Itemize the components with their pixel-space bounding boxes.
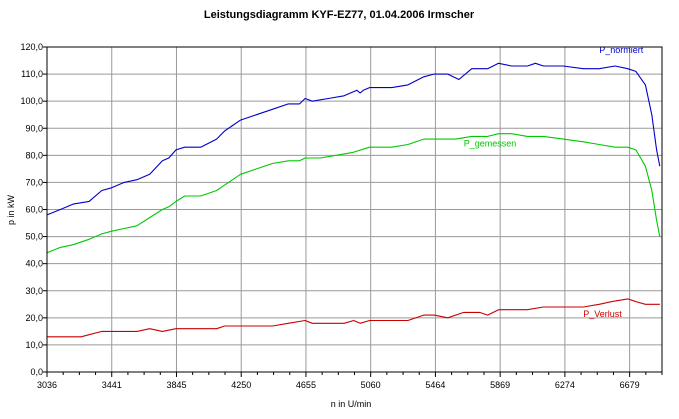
plot-frame — [46, 46, 663, 373]
y-tick-label: 60,0 — [25, 205, 43, 215]
series-lines — [46, 62, 661, 338]
y-tick-label: 100,0 — [20, 96, 43, 106]
y-tick-label: 20,0 — [25, 313, 43, 323]
x-tick-label: 5060 — [361, 380, 381, 390]
y-tick-label: 80,0 — [25, 150, 43, 160]
x-tick-label: 5464 — [425, 380, 445, 390]
x-tick-label: 3845 — [166, 380, 186, 390]
series-label-p-verlust: P_Verlust — [583, 309, 622, 319]
y-axis-label: p in kW — [6, 194, 16, 225]
x-tick-label: 4655 — [296, 380, 316, 390]
x-tick-label: 5869 — [490, 380, 510, 390]
y-tick-label: 90,0 — [25, 123, 43, 133]
series-label-p-gemessen: P_gemessen — [464, 138, 517, 148]
y-tick-label: 10,0 — [25, 340, 43, 350]
y-tick-label: 110,0 — [21, 69, 43, 79]
x-tick-label: 6274 — [555, 380, 575, 390]
chart-title: Leistungsdiagramm KYF-EZ77, 01.04.2006 I… — [204, 9, 475, 21]
x-tick-label: 6679 — [620, 380, 640, 390]
x-tick-label: 4250 — [231, 380, 251, 390]
series-line-p-normiert — [46, 62, 661, 216]
x-tick-label: 3036 — [37, 380, 57, 390]
y-tick-label: 0,0 — [30, 367, 43, 377]
grid — [46, 46, 662, 373]
series-labels: P_normiert P_gemessen P_Verlust — [464, 45, 644, 319]
series-label-p-normiert: P_normiert — [599, 45, 644, 55]
y-tick-label: 40,0 — [25, 259, 43, 269]
series-line-p-gemessen — [46, 133, 661, 254]
tick-labels: 0,0 10,0 20,0 30,0 40,0 50,0 60,0 70,0 80,0 90,0 1… — [20, 42, 663, 390]
y-tick-label: 70,0 — [25, 177, 43, 187]
x-tick-label: 3441 — [102, 380, 122, 390]
x-axis-label: n in U/min — [331, 399, 372, 409]
y-tick-label: 30,0 — [25, 286, 43, 296]
y-tick-label: 120,0 — [20, 42, 43, 52]
y-tick-label: 50,0 — [25, 232, 43, 242]
series-line-p-verlust — [47, 298, 660, 338]
